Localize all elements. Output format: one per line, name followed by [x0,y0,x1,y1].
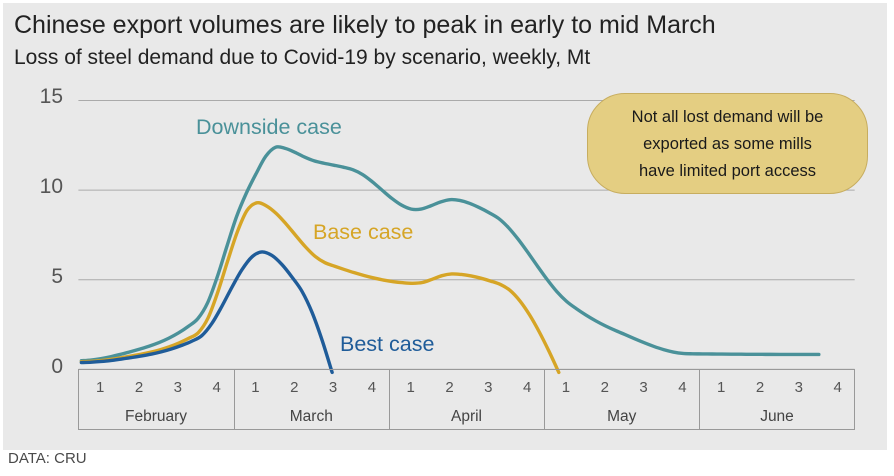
svg-text:3: 3 [174,379,182,396]
svg-text:2: 2 [135,379,143,396]
svg-text:4: 4 [212,379,220,396]
svg-text:1: 1 [96,379,104,396]
svg-text:3: 3 [795,379,803,396]
svg-text:May: May [607,408,637,425]
svg-text:4: 4 [368,379,376,396]
svg-text:February: February [125,408,187,425]
svg-text:3: 3 [329,379,337,396]
svg-text:4: 4 [523,379,531,396]
svg-text:June: June [760,408,794,425]
svg-text:April: April [451,408,482,425]
svg-text:2: 2 [601,379,609,396]
svg-text:1: 1 [562,379,570,396]
svg-text:1: 1 [717,379,725,396]
svg-text:3: 3 [639,379,647,396]
svg-text:4: 4 [678,379,686,396]
svg-text:4: 4 [833,379,841,396]
svg-text:1: 1 [251,379,259,396]
svg-text:March: March [290,408,333,425]
svg-text:2: 2 [445,379,453,396]
svg-text:2: 2 [756,379,764,396]
svg-text:3: 3 [484,379,492,396]
svg-text:2: 2 [290,379,298,396]
svg-text:1: 1 [407,379,415,396]
